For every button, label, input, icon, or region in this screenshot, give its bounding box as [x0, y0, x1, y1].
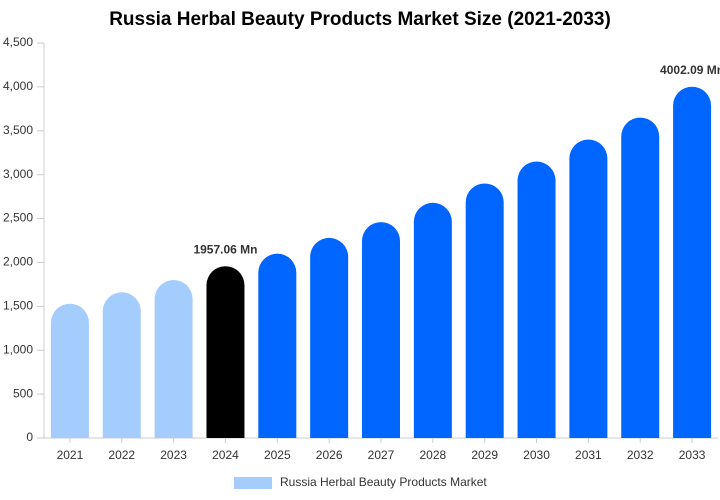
- y-tick-label: 2,000: [3, 255, 33, 269]
- y-tick-label: 500: [13, 386, 33, 400]
- x-tick-label: 2031: [575, 448, 602, 462]
- bar: [102, 292, 141, 438]
- chart-title: Russia Herbal Beauty Products Market Siz…: [109, 9, 611, 30]
- legend-label: Russia Herbal Beauty Products Market: [280, 475, 487, 489]
- y-tick-label: 3,500: [3, 123, 33, 137]
- x-tick-label: 2033: [679, 448, 706, 462]
- y-tick-label: 1,500: [3, 299, 33, 313]
- legend-swatch: [234, 477, 272, 489]
- bar: [50, 303, 89, 438]
- bar: [362, 222, 400, 438]
- x-tick-label: 2032: [627, 448, 654, 462]
- y-tick-label: 1,000: [3, 342, 33, 356]
- x-tick-label: 2025: [264, 448, 291, 462]
- x-tick-label: 2029: [471, 448, 498, 462]
- x-tick-label: 2028: [419, 448, 446, 462]
- x-tick-label: 2023: [160, 448, 187, 462]
- x-tick-label: 2026: [316, 448, 343, 462]
- value-label: 1957.06 Mn: [193, 242, 257, 256]
- bar: [310, 237, 349, 438]
- y-tick-label: 4,500: [3, 35, 33, 49]
- x-tick-label: 2022: [108, 448, 135, 462]
- y-tick-label: 0: [26, 430, 33, 444]
- bar: [569, 139, 608, 438]
- bar: [673, 86, 712, 438]
- x-tick-label: 2024: [212, 448, 239, 462]
- bar: [621, 117, 660, 438]
- bar: [465, 183, 504, 438]
- x-tick-label: 2021: [57, 448, 84, 462]
- bar: [154, 280, 193, 438]
- bar: [258, 253, 297, 438]
- bar: [206, 266, 245, 438]
- y-tick-label: 2,500: [3, 211, 33, 225]
- x-tick-label: 2030: [523, 448, 550, 462]
- bar: [517, 161, 556, 438]
- x-tick-label: 2027: [368, 448, 395, 462]
- y-tick-label: 4,000: [3, 79, 33, 93]
- bar: [413, 202, 452, 438]
- value-label: 4002.09 Mn: [660, 63, 720, 77]
- y-tick-label: 3,000: [3, 167, 33, 181]
